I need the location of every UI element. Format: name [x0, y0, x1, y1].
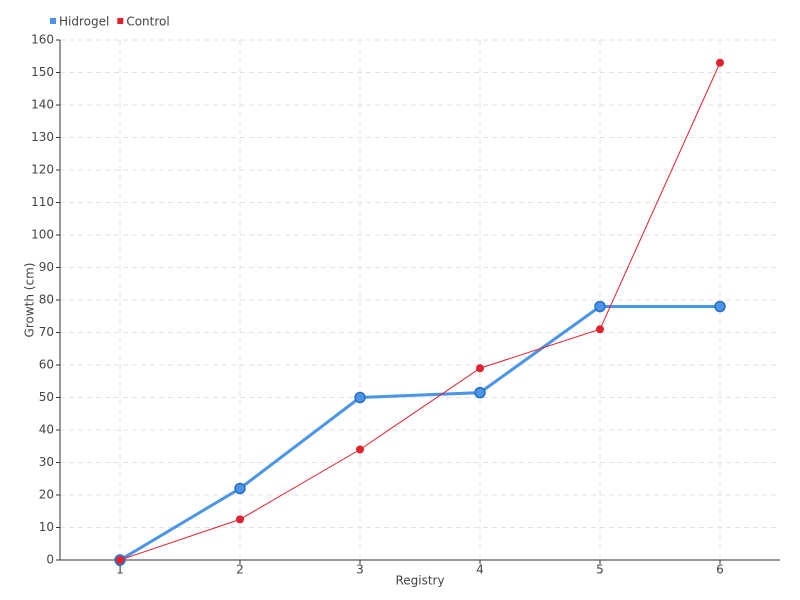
- data-point: [476, 364, 484, 373]
- y-tick-label: 130: [31, 130, 54, 144]
- y-tick-label: 60: [39, 358, 54, 372]
- y-axis-label: Growth (cm): [23, 263, 37, 338]
- data-point: [354, 391, 366, 404]
- x-tick-label: 2: [236, 563, 244, 577]
- data-point: [714, 300, 726, 313]
- y-tick-label: 80: [39, 293, 54, 307]
- legend-swatch: [50, 18, 56, 24]
- data-point: [474, 386, 486, 399]
- y-tick-label: 10: [39, 520, 54, 534]
- data-point: [234, 482, 246, 495]
- x-axis-label: Registry: [395, 574, 444, 588]
- y-tick-label: 150: [31, 65, 54, 79]
- x-tick-label: 6: [716, 563, 724, 577]
- data-point: [356, 445, 364, 454]
- y-tick-label: 50: [39, 390, 54, 404]
- data-point: [596, 325, 604, 334]
- y-tick-label: 160: [31, 33, 54, 47]
- y-tick-label: 90: [39, 260, 54, 274]
- legend-label: Control: [126, 15, 169, 29]
- data-point: [716, 58, 724, 67]
- series-line: [119, 305, 720, 562]
- legend-swatch: [117, 18, 124, 24]
- y-tick-label: 110: [31, 195, 54, 209]
- x-tick-label: 5: [596, 563, 604, 577]
- legend-label: Hidrogel: [59, 15, 109, 29]
- y-tick-label: 120: [31, 163, 54, 177]
- grid: [60, 39, 780, 560]
- y-tick-label: 40: [39, 423, 54, 437]
- y-tick-label: 100: [31, 228, 54, 242]
- x-tick-label: 4: [476, 563, 484, 577]
- data-point: [594, 300, 606, 313]
- y-tick-label: 30: [39, 455, 54, 469]
- data-point: [236, 515, 244, 524]
- y-tick-label: 140: [31, 98, 54, 112]
- y-tick-label: 70: [39, 325, 54, 339]
- y-tick-label: 0: [46, 553, 54, 567]
- data-point: [116, 556, 124, 564]
- y-tick-label: 20: [39, 488, 54, 502]
- x-tick-label: 1: [116, 563, 124, 577]
- series-line: [119, 62, 721, 561]
- x-tick-label: 3: [356, 563, 364, 577]
